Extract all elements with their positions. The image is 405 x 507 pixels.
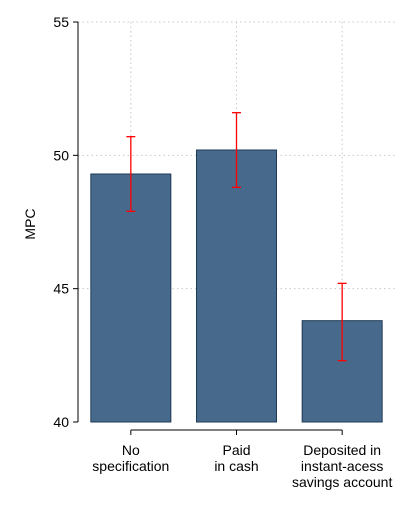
axes	[73, 21, 343, 435]
y-tick-label-55: 55	[53, 14, 69, 30]
x-category-label-1: Paid in cash	[214, 442, 258, 474]
y-tick-labels: 40 45 50 55	[53, 14, 69, 430]
error-bar-1	[232, 112, 241, 188]
error-bar-0	[126, 136, 136, 212]
y-axis-title: MPC	[22, 208, 38, 239]
x-category-label-line: instant-acess	[301, 458, 383, 474]
bars	[90, 149, 383, 423]
bar-1	[196, 149, 277, 423]
y-tick-label-40: 40	[53, 414, 69, 430]
y-tick-label-50: 50	[53, 147, 69, 163]
x-category-label-line: specification	[92, 458, 169, 474]
x-category-label-line: Paid	[222, 442, 250, 458]
x-category-label-line: No	[122, 442, 140, 458]
x-category-label-line: savings account	[292, 474, 393, 490]
x-category-label-2: Deposited in instant-acess savings account	[292, 442, 393, 490]
bar-0	[90, 173, 172, 423]
error-bars	[126, 112, 347, 362]
error-bar-2	[337, 282, 347, 362]
y-tick-label-45: 45	[53, 281, 69, 297]
x-category-label-line: in cash	[214, 458, 258, 474]
x-category-label-line: Deposited in	[303, 442, 381, 458]
x-category-label-0: No specification	[92, 442, 169, 474]
